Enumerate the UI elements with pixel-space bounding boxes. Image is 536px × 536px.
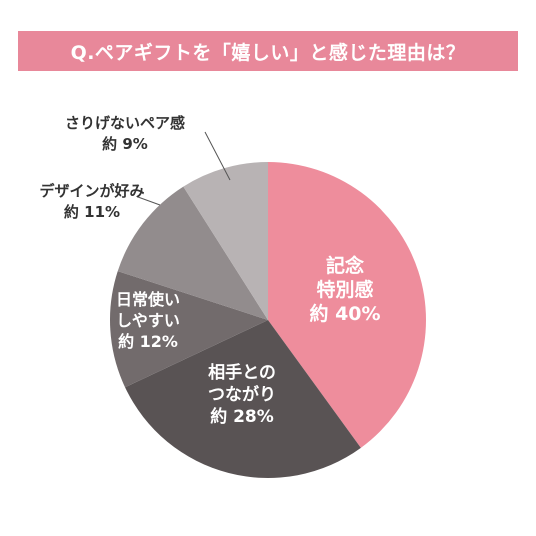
slice-name-line: さりげないペア感 [65,114,185,132]
slice-value-label: 約 40% [309,302,380,325]
slice-name-line: デザインが好み [39,182,144,200]
slice-name-line: 記念 [326,254,364,277]
slice-value-label: 約 9% [102,135,148,153]
pie-slice [268,162,426,448]
slice-label: 記念特別感約 40% [309,254,380,325]
slice-name-line: 特別感 [316,278,373,301]
slice-name-line: 相手との [208,362,276,383]
slice-value-label: 約 28% [210,406,274,427]
slice-label: デザインが好み約 11% [39,182,144,221]
pie-slices [109,162,426,478]
slice-value-label: 約 11% [64,203,120,221]
pie-slice [183,162,268,320]
leader-lines [137,131,231,206]
title-banner: Q.ペアギフトを「嬉しい」と感じた理由は？ [18,31,518,71]
slice-value-label: 約 12% [118,332,178,351]
pie-slice [117,186,269,320]
slice-name-line: つながり [208,384,276,405]
slice-label: さりげないペア感約 9% [65,114,185,153]
slice-label: 相手とのつながり約 28% [208,362,276,427]
leader-line [204,131,231,181]
slice-name-line: しやすい [116,311,180,330]
slice-labels: 記念特別感約 40% 相手とのつながり約 28% 日常使いしやすい約 12% デザイン… [39,114,380,427]
slice-name-line: 日常使い [116,290,180,309]
chart-title: Q.ペアギフトを「嬉しい」と感じた理由は？ [70,41,466,64]
slice-label: 日常使いしやすい約 12% [116,290,180,351]
pie-slice [125,320,361,478]
leader-line [137,196,161,206]
pie-slice [109,271,268,388]
